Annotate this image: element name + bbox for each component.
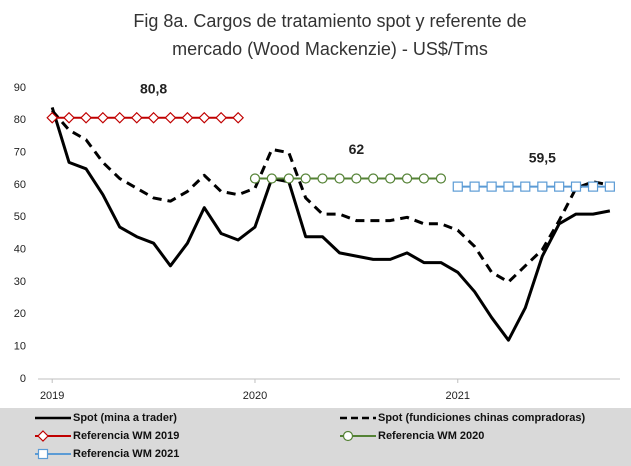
annotation: 80,8 (140, 80, 167, 96)
legend-label: Spot (fundiciones chinas compradoras) (378, 412, 586, 424)
marker (37, 448, 49, 460)
marker (147, 111, 160, 124)
marker (46, 111, 59, 124)
marker (266, 173, 277, 184)
marker (401, 173, 413, 184)
x-tick-label: 2021 (446, 390, 470, 402)
marker (503, 181, 514, 192)
series-line (51, 109, 611, 284)
marker (520, 181, 531, 192)
y-tick-label: 50 (14, 211, 26, 223)
marker (113, 111, 126, 124)
marker (554, 181, 565, 192)
y-tick-label: 30 (14, 276, 26, 288)
marker (342, 430, 354, 442)
legend-label: Referencia WM 2019 (73, 430, 179, 442)
marker (317, 173, 328, 184)
marker (368, 173, 379, 184)
y-tick-label: 20 (14, 308, 26, 320)
chart-title: Fig 8a. Cargos de tratamiento spot y ref… (133, 11, 526, 31)
legend-label: Referencia WM 2020 (378, 430, 484, 442)
y-tick-label: 10 (14, 341, 26, 353)
marker (249, 173, 261, 184)
marker (452, 181, 463, 192)
series-line (50, 106, 611, 342)
legend-box (0, 408, 631, 466)
marker (283, 173, 294, 184)
y-tick-label: 80 (14, 114, 26, 126)
marker (537, 181, 548, 192)
marker (435, 173, 447, 184)
marker (334, 173, 345, 184)
marker (486, 181, 497, 192)
marker (418, 173, 430, 184)
marker (232, 111, 244, 124)
marker (469, 181, 480, 192)
marker (37, 430, 49, 442)
y-tick-label: 40 (14, 244, 26, 256)
y-tick-label: 60 (14, 179, 26, 191)
chart-title: mercado (Wood Mackenzie) - US$/Tms (172, 39, 488, 59)
marker (164, 111, 177, 124)
annotation: 62 (349, 141, 365, 157)
marker (97, 111, 109, 124)
marker (80, 111, 92, 124)
marker (300, 173, 311, 184)
marker (198, 111, 211, 124)
x-tick-label: 2020 (243, 390, 267, 402)
legend-label: Referencia WM 2021 (73, 448, 179, 460)
marker (570, 181, 582, 192)
marker (351, 173, 362, 184)
marker (63, 111, 75, 124)
marker (130, 111, 143, 124)
marker (385, 173, 396, 184)
marker (181, 111, 194, 124)
x-tick-label: 2019 (40, 390, 64, 402)
y-tick-label: 70 (14, 147, 26, 159)
marker (215, 111, 227, 124)
annotation: 59,5 (529, 149, 556, 165)
legend-label: Spot (mina a trader) (73, 412, 177, 424)
marker (587, 181, 599, 192)
y-tick-label: 0 (20, 373, 26, 385)
y-tick-label: 90 (14, 82, 26, 94)
marker (604, 181, 615, 192)
